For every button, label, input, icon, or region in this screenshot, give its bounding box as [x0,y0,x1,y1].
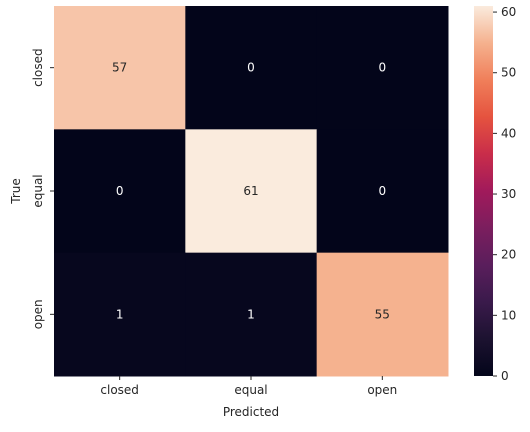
y-tick-label: open [31,299,45,329]
heatmap-cell [316,6,449,130]
x-axis-label: Predicted [223,405,279,419]
cell-value-label: 55 [375,307,390,321]
colorbar-tick-label: 20 [501,248,516,262]
cell-value-label: 57 [112,61,127,75]
heatmap-cell [185,252,318,377]
colorbar-tick-label: 40 [501,126,516,140]
y-tick-label: closed [31,48,45,87]
cell-value-label: 1 [116,307,124,321]
colorbar: 0 10 20 30 40 50 60 [474,5,516,383]
heatmap-cell [316,252,449,377]
y-axis-label: True [9,178,23,205]
y-axis-ticks: closed equal open [31,48,54,329]
x-tick-label: open [367,383,397,397]
colorbar-tick-label: 10 [501,308,516,322]
heatmap-cell [185,6,318,130]
heatmap-cells: 57 0 0 0 61 0 1 1 55 [54,6,449,377]
cell-value-label: 0 [247,61,255,75]
colorbar-gradient [474,6,493,376]
cell-value-label: 61 [243,184,258,198]
heatmap-cell [185,129,318,254]
heatmap-cell [54,6,186,130]
cell-value-label: 1 [247,307,255,321]
colorbar-tick-label: 0 [501,369,509,383]
x-tick-label: equal [234,383,267,397]
colorbar-tick-label: 50 [501,66,516,80]
colorbar-tick-label: 60 [501,5,516,19]
x-axis-ticks: closed equal open [100,375,397,397]
colorbar-tick-label: 30 [501,187,516,201]
cell-value-label: 0 [379,184,387,198]
heatmap-cell [54,252,186,377]
heatmap-cell [54,129,186,254]
heatmap-cell [316,129,449,254]
x-tick-label: closed [100,383,139,397]
cell-value-label: 0 [379,61,387,75]
cell-value-label: 0 [116,184,124,198]
y-tick-label: equal [31,174,45,207]
